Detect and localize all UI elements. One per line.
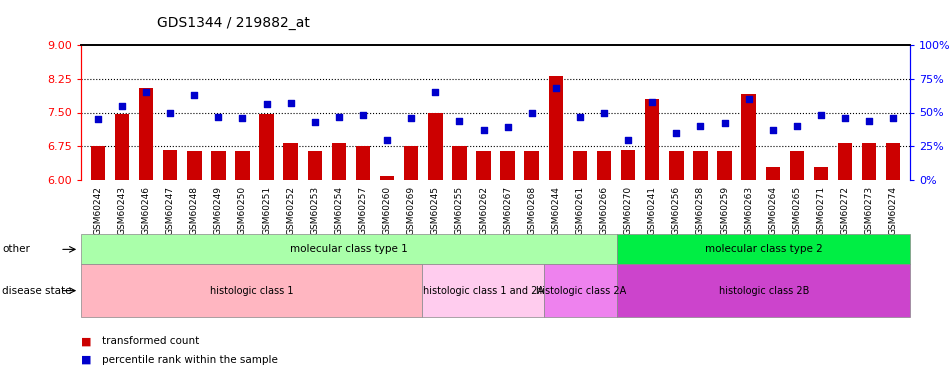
Text: other: other <box>2 244 30 254</box>
Point <box>861 118 876 124</box>
Text: histologic class 1 and 2A: histologic class 1 and 2A <box>423 286 544 296</box>
Text: percentile rank within the sample: percentile rank within the sample <box>102 355 278 365</box>
Point <box>547 85 563 91</box>
Text: histologic class 1: histologic class 1 <box>209 286 293 296</box>
Point <box>716 120 731 126</box>
Bar <box>861 142 876 180</box>
Point <box>812 112 827 118</box>
Text: GDS1344 / 219882_at: GDS1344 / 219882_at <box>157 16 309 30</box>
Point <box>283 100 298 106</box>
Point <box>500 124 515 130</box>
Bar <box>139 88 153 180</box>
Point <box>644 99 659 105</box>
Point <box>114 103 129 109</box>
Point <box>741 96 756 102</box>
Bar <box>283 142 298 180</box>
Text: molecular class type 1: molecular class type 1 <box>290 244 407 254</box>
Bar <box>476 151 490 180</box>
Bar <box>789 151 803 180</box>
Bar <box>114 114 129 180</box>
Text: histologic class 2A: histologic class 2A <box>535 286 625 296</box>
Point <box>307 119 322 125</box>
Bar <box>259 114 273 180</box>
Bar <box>235 151 249 180</box>
Point <box>764 127 780 133</box>
Bar <box>187 151 201 180</box>
Bar <box>500 151 514 180</box>
Point <box>355 112 370 118</box>
Point <box>451 118 466 124</box>
Point <box>90 116 106 122</box>
Text: disease state: disease state <box>2 286 71 296</box>
Bar <box>764 166 779 180</box>
Bar <box>548 76 563 180</box>
Bar <box>645 99 659 180</box>
Bar <box>211 151 226 180</box>
Point <box>403 115 418 121</box>
Point <box>572 114 587 120</box>
Bar <box>331 142 346 180</box>
Point <box>379 136 394 142</box>
Bar <box>572 151 586 180</box>
Point <box>692 123 707 129</box>
Point <box>884 115 900 121</box>
Bar <box>621 150 635 180</box>
Point <box>259 101 274 107</box>
Point <box>837 115 852 121</box>
Point <box>620 136 635 142</box>
Bar <box>427 112 442 180</box>
Text: ■: ■ <box>81 336 95 346</box>
Bar <box>524 151 539 180</box>
Text: transformed count: transformed count <box>102 336 199 346</box>
Bar <box>307 151 322 180</box>
Text: molecular class type 2: molecular class type 2 <box>704 244 822 254</box>
Bar <box>163 150 177 180</box>
Bar <box>404 146 418 180</box>
Bar <box>741 94 755 180</box>
Bar <box>596 151 610 180</box>
Text: ■: ■ <box>81 355 95 365</box>
Bar <box>355 146 369 180</box>
Point <box>668 130 684 136</box>
Bar <box>90 146 105 180</box>
Point <box>234 115 249 121</box>
Bar <box>451 146 466 180</box>
Point <box>331 114 347 120</box>
Point <box>187 92 202 98</box>
Point <box>524 110 539 116</box>
Bar <box>813 166 827 180</box>
Point <box>210 114 226 120</box>
Bar <box>717 151 731 180</box>
Bar <box>692 151 707 180</box>
Point <box>138 89 153 95</box>
Point <box>788 123 803 129</box>
Bar <box>668 151 683 180</box>
Text: histologic class 2B: histologic class 2B <box>718 286 808 296</box>
Point <box>596 110 611 116</box>
Point <box>475 127 490 133</box>
Bar <box>837 142 851 180</box>
Bar <box>380 176 394 180</box>
Point <box>163 110 178 116</box>
Bar <box>885 142 900 180</box>
Point <box>427 89 443 95</box>
